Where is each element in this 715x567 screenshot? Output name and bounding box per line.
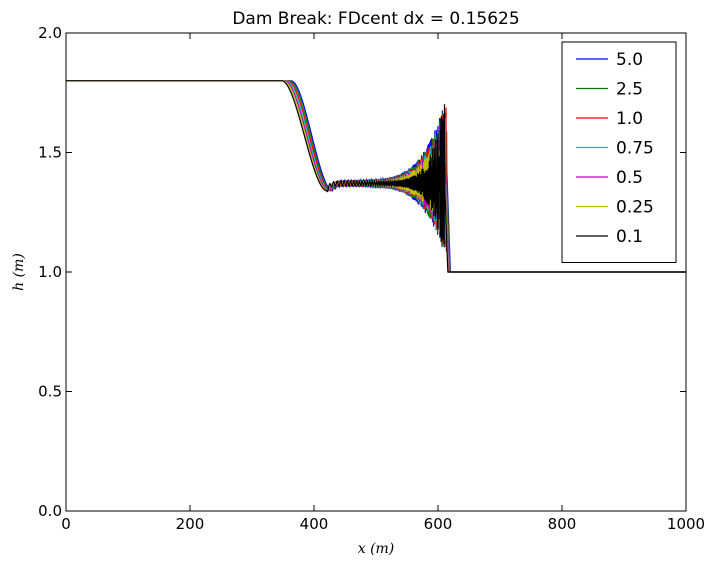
- chart-title: Dam Break: FDcent dx = 0.15625: [232, 9, 519, 29]
- axis-ticks: 0 200 400 600 800 1000 0.0 0.5 1.0 1.5 2.0: [38, 24, 705, 533]
- series-lines: [66, 80, 686, 273]
- y-tick-label: 2.0: [38, 24, 62, 42]
- x-tick-label: 600: [424, 515, 453, 533]
- x-tick-label: 200: [176, 515, 205, 533]
- x-tick-label: 1000: [667, 515, 705, 533]
- x-axis-label: x (m): [358, 541, 395, 557]
- y-tick-label: 0.0: [38, 502, 62, 520]
- legend-label: 0.1: [616, 227, 643, 247]
- x-tick-label: 400: [300, 515, 329, 533]
- y-tick-label: 1.5: [38, 144, 62, 162]
- legend-label: 0.5: [616, 168, 643, 188]
- x-tick-label: 0: [61, 515, 71, 533]
- legend-label: 0.75: [616, 139, 654, 159]
- y-axis-label: h (m): [11, 253, 27, 291]
- y-tick-label: 1.0: [38, 263, 62, 281]
- legend-label: 1.0: [616, 109, 643, 129]
- legend-label: 0.25: [616, 198, 654, 218]
- series-line-6: [66, 80, 686, 273]
- x-tick-label: 800: [548, 515, 577, 533]
- legend-label: 2.5: [616, 80, 643, 100]
- legend-frame: [561, 41, 677, 263]
- y-tick-label: 0.5: [38, 383, 62, 401]
- legend-label: 5.0: [616, 50, 643, 70]
- legend: 5.0 2.5 1.0 0.75 0.5 0.25 0.1: [561, 41, 677, 263]
